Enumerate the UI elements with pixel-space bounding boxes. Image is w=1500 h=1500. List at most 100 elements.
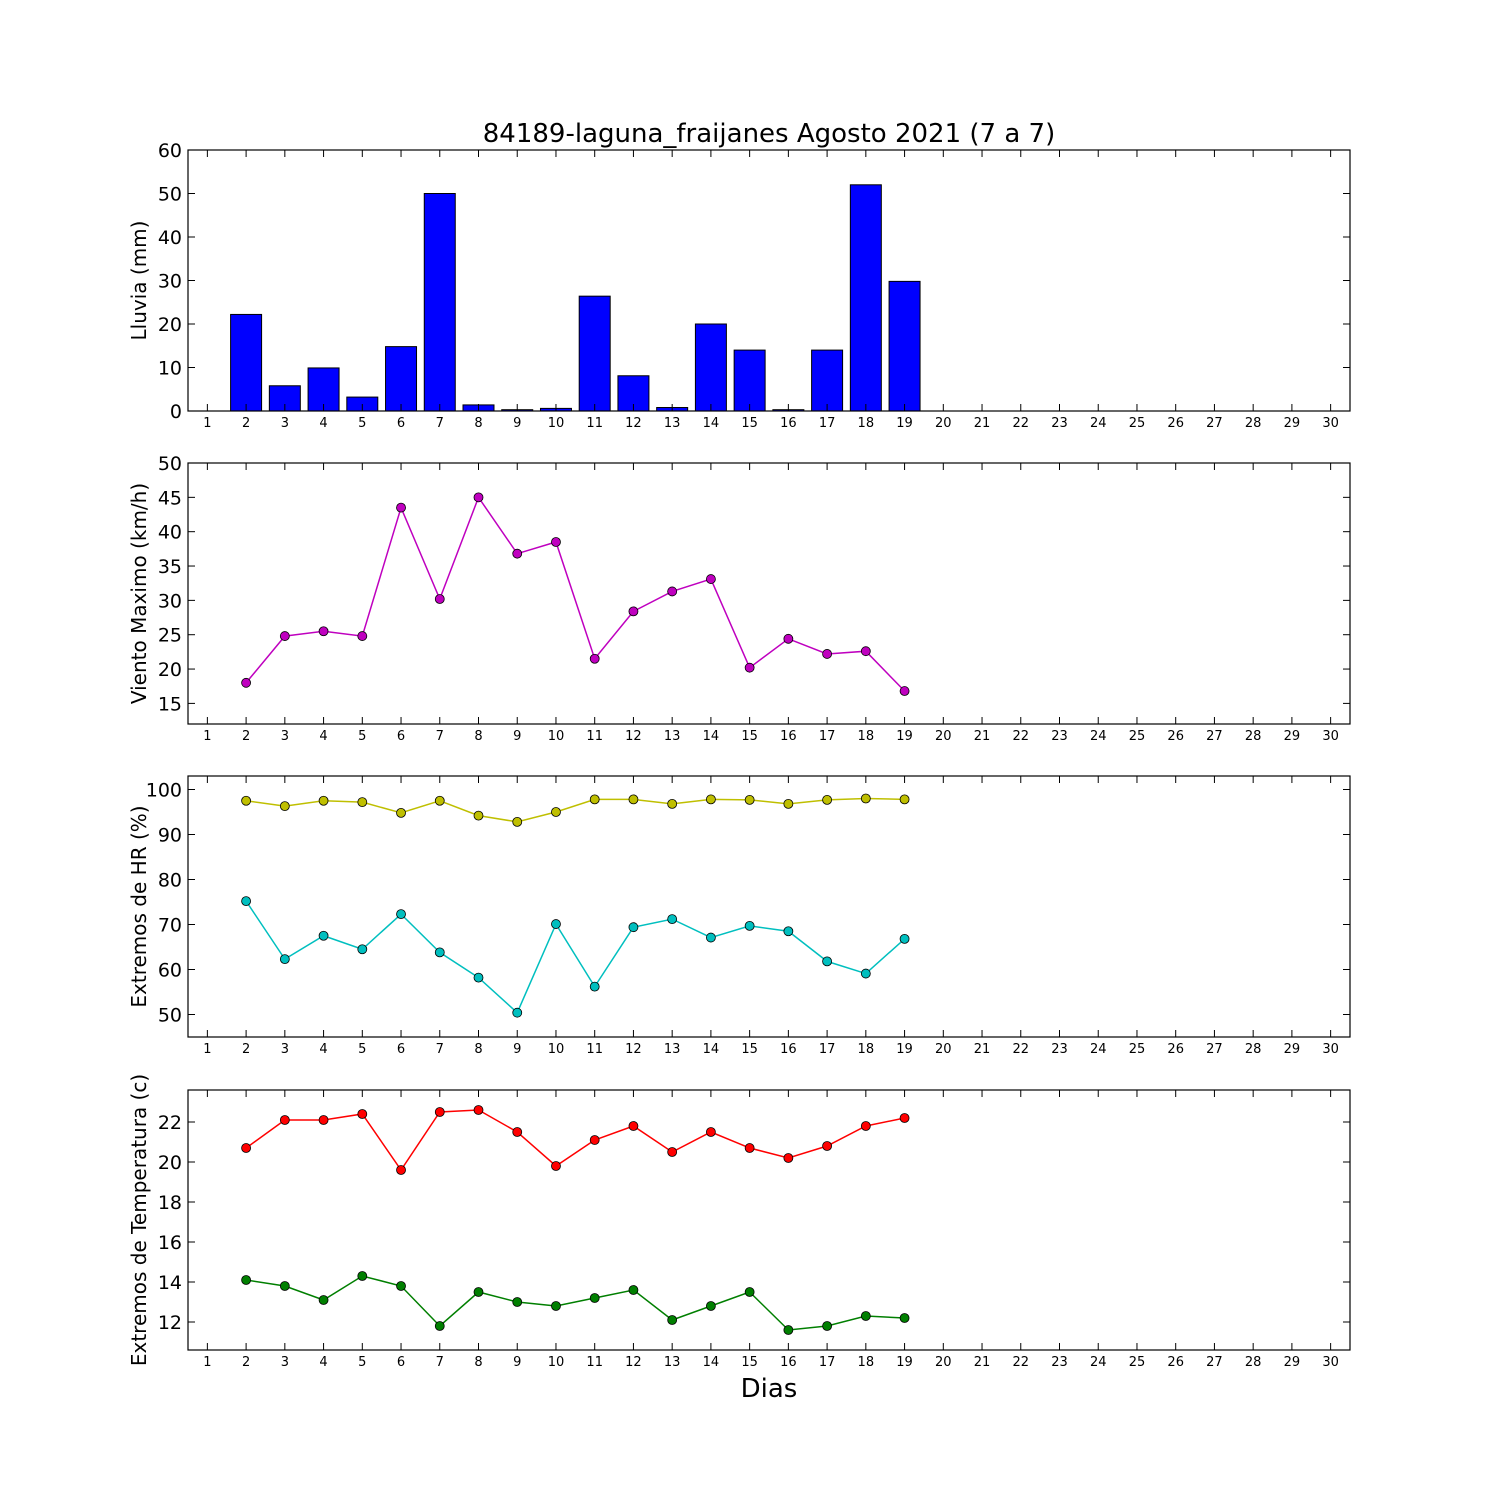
x-tick-label: 4: [319, 729, 327, 744]
x-tick-label: 23: [1051, 416, 1068, 431]
series-1-point-day-11: [589, 1135, 600, 1145]
x-tick-label: 1: [203, 1042, 211, 1057]
series-1-point-day-18: [860, 793, 871, 804]
x-tick-label: 6: [397, 1042, 405, 1057]
x-tick-label: 15: [741, 416, 758, 431]
x-tick-label: 9: [513, 729, 521, 744]
y-tick-label: 0: [170, 401, 182, 423]
x-tick-label: 13: [664, 729, 681, 744]
y-tick-label: 20: [158, 659, 182, 681]
series-1-point-day-7: [434, 1107, 445, 1117]
x-tick-label: 21: [974, 729, 991, 744]
x-tick-label: 4: [319, 416, 327, 431]
series-2-point-day-15: [744, 920, 755, 931]
x-tick-label: 2: [242, 1042, 250, 1057]
x-tick-label: 8: [474, 1042, 482, 1057]
x-tick-label: 21: [974, 416, 991, 431]
series-2-point-day-8: [473, 1287, 484, 1297]
x-tick-label: 13: [664, 1042, 681, 1057]
x-tick-label: 7: [436, 729, 444, 744]
x-tick-label: 28: [1245, 729, 1262, 744]
x-tick-label: 26: [1167, 1042, 1184, 1057]
x-tick-label: 25: [1129, 729, 1146, 744]
x-tick-label: 27: [1206, 1042, 1223, 1057]
x-tick-label: 18: [858, 729, 875, 744]
x-tick-label: 10: [548, 1355, 565, 1370]
series-2-point-day-3: [279, 954, 290, 965]
x-tick-label: 27: [1206, 416, 1223, 431]
x-tick-label: 5: [358, 416, 366, 431]
x-tick-label: 8: [474, 729, 482, 744]
x-tick-label: 17: [819, 416, 836, 431]
x-tick-label: 16: [780, 729, 797, 744]
series-1-point-day-3: [279, 801, 290, 812]
series-2-point-day-4: [318, 1295, 329, 1305]
y-tick-label: 70: [158, 915, 182, 937]
series-1-point-day-15: [744, 794, 755, 805]
y-axis-label: Lluvia (mm): [127, 221, 151, 341]
series-1-point-day-9: [512, 548, 523, 559]
y-tick-label: 40: [158, 227, 182, 249]
y-axis-label: Viento Maximo (km/h): [127, 483, 151, 704]
x-tick-label: 30: [1322, 1355, 1339, 1370]
x-tick-label: 17: [819, 1042, 836, 1057]
series-1-point-day-2: [241, 1143, 252, 1153]
x-tick-label: 19: [896, 1355, 913, 1370]
x-tick-label: 18: [858, 1355, 875, 1370]
x-tick-label: 27: [1206, 1355, 1223, 1370]
x-tick-label: 24: [1090, 1355, 1107, 1370]
series-1-point-day-15: [744, 1143, 755, 1153]
series-1-point-day-18: [860, 1121, 871, 1131]
series-1-point-day-6: [396, 502, 406, 513]
series-1-point-day-7: [434, 594, 445, 604]
x-tick-label: 11: [586, 416, 603, 431]
x-tick-label: 23: [1051, 1042, 1068, 1057]
series-2-point-day-16: [783, 1325, 794, 1335]
x-tick-label: 23: [1051, 1355, 1068, 1370]
y-tick-label: 90: [158, 825, 182, 847]
series-line-1: [245, 1109, 905, 1172]
series-2-point-day-17: [822, 1321, 832, 1331]
series-1-point-day-5: [357, 797, 368, 807]
series-1-point-day-16: [783, 633, 794, 644]
x-tick-label: 12: [625, 1355, 642, 1370]
series-1-point-day-4: [318, 795, 329, 806]
x-tick-label: 11: [586, 1042, 603, 1057]
x-tick-label: 22: [1012, 1355, 1029, 1370]
axes-frame: [187, 1089, 1351, 1351]
x-tick-label: 26: [1167, 729, 1184, 744]
x-tick-label: 5: [358, 1042, 366, 1057]
series-2-point-day-13: [667, 914, 678, 924]
x-tick-label: 18: [858, 416, 875, 431]
y-tick-label: 50: [158, 1005, 182, 1027]
series-2-point-day-8: [473, 972, 484, 983]
series-1-point-day-12: [628, 794, 639, 805]
y-axis-label: Extremos de HR (%): [127, 805, 151, 1007]
x-tick-label: 5: [358, 729, 366, 744]
x-tick-label: 15: [741, 729, 758, 744]
y-tick-label: 45: [158, 487, 182, 509]
y-tick-label: 16: [158, 1232, 182, 1254]
x-tick-label: 22: [1012, 1042, 1029, 1057]
series-2-point-day-19: [899, 1313, 910, 1323]
x-tick-label: 26: [1167, 1355, 1184, 1370]
series-2-point-day-6: [396, 1281, 406, 1291]
series-2-point-day-14: [706, 932, 716, 943]
x-tick-label: 7: [436, 1042, 444, 1057]
x-tick-label: 5: [358, 1355, 366, 1370]
x-tick-label: 30: [1322, 729, 1339, 744]
y-tick-label: 40: [158, 522, 182, 544]
x-tick-label: 12: [625, 1042, 642, 1057]
series-2-point-day-9: [512, 1297, 523, 1307]
y-tick-label: 100: [146, 780, 182, 802]
series-2-point-day-4: [318, 930, 329, 941]
x-tick-label: 11: [586, 1355, 603, 1370]
x-tick-label: 2: [242, 1355, 250, 1370]
x-tick-label: 17: [819, 729, 836, 744]
x-tick-label: 19: [896, 729, 913, 744]
x-tick-label: 16: [780, 416, 797, 431]
x-tick-label: 29: [1284, 416, 1301, 431]
x-tick-label: 25: [1129, 416, 1146, 431]
y-tick-label: 50: [158, 184, 182, 206]
